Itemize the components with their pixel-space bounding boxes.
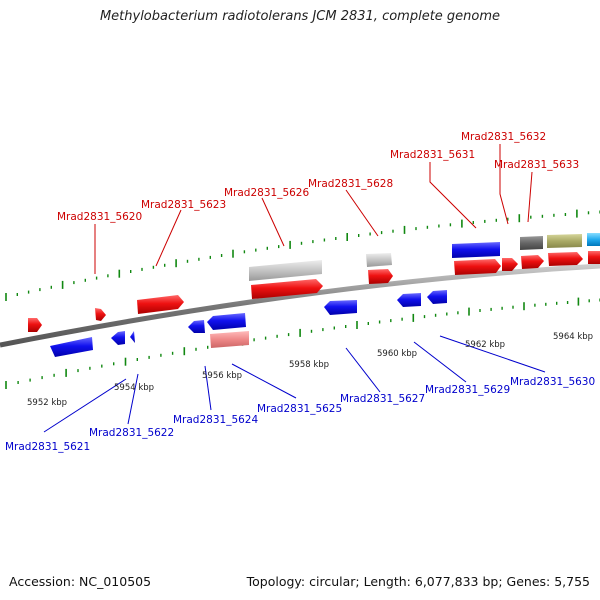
leader-line-5621 [43,378,127,433]
gene-forward-5620[interactable] [95,308,106,321]
gene-reverse-5624[interactable] [188,320,205,333]
leader-line-5627 [345,347,381,393]
gene-label-5633[interactable]: Mrad2831_5633 [494,159,579,171]
gene-forward-5632[interactable] [502,258,518,271]
gene-forward-5633[interactable] [521,255,544,269]
gene-forward-5631[interactable] [454,259,501,275]
leader-line-5628 [345,189,379,237]
gene-reverse-5627[interactable] [324,300,357,315]
gene-label-5629[interactable]: Mrad2831_5629 [425,384,510,396]
gene-reverse-5625[interactable] [207,313,246,330]
gene-forward-5635[interactable] [588,251,600,264]
scale-label: 5954 kbp [114,383,154,393]
gene-olive-5634[interactable] [547,234,582,248]
leader-line-5622 [127,373,139,425]
topology-text: Topology: circular; Length: 6,077,833 bp… [246,574,590,589]
accession-text: Accession: NC_010505 [9,574,152,589]
gene-reverse-5621[interactable] [50,337,93,357]
gene-reverse-5629[interactable] [397,293,421,307]
scale-label: 5962 kbp [465,340,505,350]
gene-reverse-5630[interactable] [427,290,447,304]
leader-line-5629 [413,341,467,383]
gene-pseudo-5626[interactable] [249,260,322,281]
scale-label: 5958 kbp [289,360,329,370]
gene-label-5627[interactable]: Mrad2831_5627 [340,393,425,405]
leader-line-5623 [155,209,182,267]
gene-forward-5623[interactable] [137,295,184,314]
leader-line-5625 [231,363,297,399]
gene-forward-5634[interactable] [548,252,583,266]
gene-forward-5626[interactable] [251,279,323,299]
scale-label: 5956 kbp [202,371,242,381]
gene-label-5620[interactable]: Mrad2831_5620 [57,211,142,223]
leader-line-5631 [429,162,477,229]
genome-title: Methylobacterium radiotolerans JCM 2831,… [99,9,501,24]
gene-label-5632[interactable]: Mrad2831_5632 [461,131,546,143]
gene-label-5622[interactable]: Mrad2831_5622 [89,427,174,439]
leader-line-5624 [204,365,212,411]
scale-label: 5952 kbp [27,398,67,408]
gene-forward-5619[interactable] [28,318,42,332]
gene-label-5630[interactable]: Mrad2831_5630 [510,376,595,388]
leader-line-5633 [527,171,533,223]
gene-pseudo-5628[interactable] [366,253,392,267]
scale-label: 5960 kbp [377,349,417,359]
gene-label-5625[interactable]: Mrad2831_5625 [257,403,342,415]
gene-label-5623[interactable]: Mrad2831_5623 [141,199,226,211]
gene-label-5621[interactable]: Mrad2831_5621 [5,441,90,453]
gene-label-5631[interactable]: Mrad2831_5631 [390,149,475,161]
gene-cyan-5635[interactable] [587,233,600,246]
gene-forward-5628[interactable] [368,269,393,284]
gene-reverse-5631[interactable] [452,242,500,258]
gene-label-5624[interactable]: Mrad2831_5624 [173,414,258,426]
gene-dark-5632[interactable] [520,236,543,250]
gene-reverse-5622a[interactable] [111,331,125,345]
forward-tick-track [5,209,600,301]
leader-line-5630 [439,335,546,373]
gene-label-5628[interactable]: Mrad2831_5628 [308,178,393,190]
genome-backbone [0,263,600,348]
gene-reverse-5622b[interactable] [130,331,135,343]
scale-label: 5964 kbp [553,332,593,342]
leader-line-5626 [261,197,285,247]
leader-line-5632 [499,144,509,225]
gene-pink-5625[interactable] [210,331,249,348]
gene-label-5626[interactable]: Mrad2831_5626 [224,187,309,199]
